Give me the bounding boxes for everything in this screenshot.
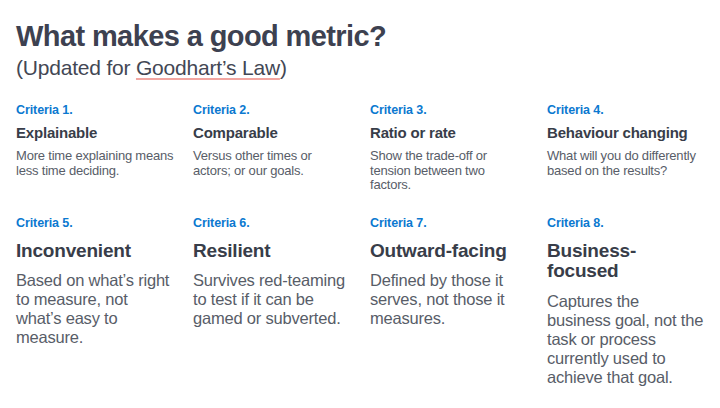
- criteria-description: More time explaining means less time dec…: [16, 149, 175, 178]
- criteria-description: What will you do differently based on th…: [547, 149, 706, 178]
- criteria-title: Outward-facing: [370, 241, 529, 262]
- criteria-card-8: Criteria 8. Business-focused Captures th…: [547, 216, 706, 387]
- criteria-title: Behaviour changing: [547, 124, 706, 141]
- subtitle: (Updated for Goodhart’s Law): [16, 56, 706, 80]
- criteria-title: Ratio or rate: [370, 124, 529, 141]
- criteria-label: Criteria 4.: [547, 103, 706, 117]
- criteria-title: Explainable: [16, 124, 175, 141]
- criteria-title: Comparable: [193, 124, 352, 141]
- subtitle-suffix: ): [280, 56, 287, 79]
- criteria-label: Criteria 6.: [193, 216, 352, 230]
- criteria-label: Criteria 5.: [16, 216, 175, 230]
- criteria-description: Based on what’s right to measure, not wh…: [16, 271, 175, 347]
- criteria-label: Criteria 2.: [193, 103, 352, 117]
- slide: What makes a good metric? (Updated for G…: [0, 0, 720, 408]
- criteria-card-2: Criteria 2. Comparable Versus other time…: [193, 103, 352, 193]
- criteria-card-5: Criteria 5. Inconvenient Based on what’s…: [16, 216, 175, 387]
- criteria-description: Captures the business goal, not the task…: [547, 292, 706, 387]
- page-title: What makes a good metric?: [16, 20, 706, 53]
- criteria-card-1: Criteria 1. Explainable More time explai…: [16, 103, 175, 193]
- criteria-title: Inconvenient: [16, 241, 175, 262]
- criteria-card-6: Criteria 6. Resilient Survives red-teami…: [193, 216, 352, 387]
- criteria-description: Versus other times or actors; or our goa…: [193, 149, 352, 178]
- criteria-label: Criteria 8.: [547, 216, 706, 230]
- criteria-label: Criteria 1.: [16, 103, 175, 117]
- goodharts-law-link[interactable]: Goodhart’s Law: [136, 56, 280, 79]
- criteria-card-7: Criteria 7. Outward-facing Defined by th…: [370, 216, 529, 387]
- criteria-card-3: Criteria 3. Ratio or rate Show the trade…: [370, 103, 529, 193]
- criteria-label: Criteria 7.: [370, 216, 529, 230]
- subtitle-prefix: (Updated for: [16, 56, 136, 79]
- criteria-description: Show the trade-off or tension between tw…: [370, 149, 529, 193]
- criteria-grid: Criteria 1. Explainable More time explai…: [16, 103, 706, 387]
- criteria-card-4: Criteria 4. Behaviour changing What will…: [547, 103, 706, 193]
- criteria-description: Defined by those it serves, not those it…: [370, 271, 529, 328]
- criteria-description: Survives red-teaming to test if it can b…: [193, 271, 352, 328]
- criteria-label: Criteria 3.: [370, 103, 529, 117]
- criteria-title: Resilient: [193, 241, 352, 262]
- criteria-title: Business-focused: [547, 241, 706, 282]
